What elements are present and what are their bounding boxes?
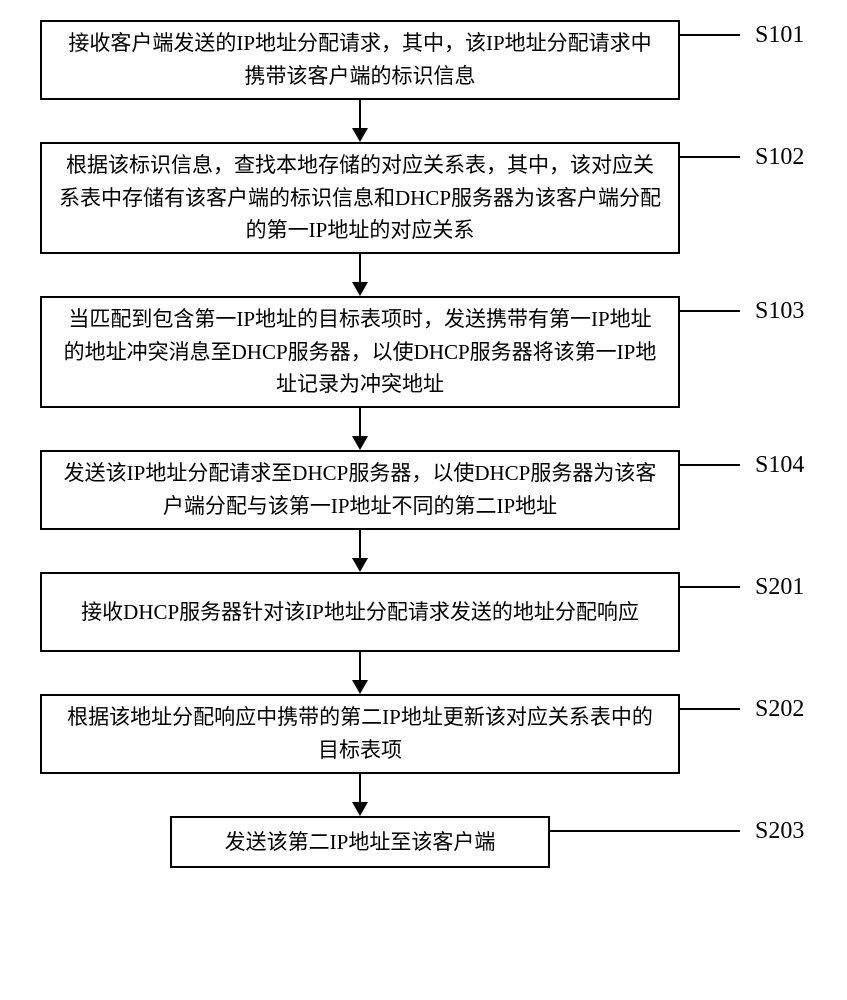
flow-row: 根据该标识信息，查找本地存储的对应关系表，其中，该对应关系表中存储有该客户端的标… (0, 142, 847, 254)
step-label: S101 (755, 22, 804, 49)
label-leader-line (680, 586, 740, 588)
arrow-head-icon (352, 128, 368, 142)
step-label: S202 (755, 696, 804, 723)
flow-step-box: 根据该地址分配响应中携带的第二IP地址更新该对应关系表中的目标表项 (40, 694, 680, 774)
flow-connector (0, 254, 847, 296)
arrow-line (359, 774, 361, 804)
arrow-head-icon (352, 436, 368, 450)
step-label: S104 (755, 452, 804, 479)
label-leader-line (680, 34, 740, 36)
flow-connector (0, 774, 847, 816)
arrow-head-icon (352, 282, 368, 296)
label-leader-line (680, 708, 740, 710)
flow-step-box: 接收客户端发送的IP地址分配请求，其中，该IP地址分配请求中携带该客户端的标识信… (40, 20, 680, 100)
flow-row: 发送该第二IP地址至该客户端 S203 (0, 816, 847, 868)
step-label: S203 (755, 818, 804, 845)
step-label: S102 (755, 144, 804, 171)
flow-connector (0, 408, 847, 450)
label-leader-line (550, 830, 740, 832)
flow-step-box: 接收DHCP服务器针对该IP地址分配请求发送的地址分配响应 (40, 572, 680, 652)
flow-connector (0, 530, 847, 572)
flowchart-container: 接收客户端发送的IP地址分配请求，其中，该IP地址分配请求中携带该客户端的标识信… (0, 20, 847, 868)
flow-row: 当匹配到包含第一IP地址的目标表项时，发送携带有第一IP地址的地址冲突消息至DH… (0, 296, 847, 408)
flow-step-box: 发送该IP地址分配请求至DHCP服务器，以使DHCP服务器为该客户端分配与该第一… (40, 450, 680, 530)
label-leader-line (680, 464, 740, 466)
arrow-head-icon (352, 558, 368, 572)
arrow-line (359, 100, 361, 130)
arrow-head-icon (352, 680, 368, 694)
flow-row: 接收DHCP服务器针对该IP地址分配请求发送的地址分配响应 S201 (0, 572, 847, 652)
arrow-line (359, 530, 361, 560)
step-label: S201 (755, 574, 804, 601)
flow-row: 根据该地址分配响应中携带的第二IP地址更新该对应关系表中的目标表项 S202 (0, 694, 847, 774)
flow-step-box: 根据该标识信息，查找本地存储的对应关系表，其中，该对应关系表中存储有该客户端的标… (40, 142, 680, 254)
flow-row: 发送该IP地址分配请求至DHCP服务器，以使DHCP服务器为该客户端分配与该第一… (0, 450, 847, 530)
arrow-line (359, 254, 361, 284)
flow-connector (0, 100, 847, 142)
arrow-line (359, 652, 361, 682)
flow-step-box: 当匹配到包含第一IP地址的目标表项时，发送携带有第一IP地址的地址冲突消息至DH… (40, 296, 680, 408)
label-leader-line (680, 156, 740, 158)
arrow-line (359, 408, 361, 438)
flow-row: 接收客户端发送的IP地址分配请求，其中，该IP地址分配请求中携带该客户端的标识信… (0, 20, 847, 100)
arrow-head-icon (352, 802, 368, 816)
flow-connector (0, 652, 847, 694)
flow-step-box: 发送该第二IP地址至该客户端 (170, 816, 550, 868)
step-label: S103 (755, 298, 804, 325)
label-leader-line (680, 310, 740, 312)
